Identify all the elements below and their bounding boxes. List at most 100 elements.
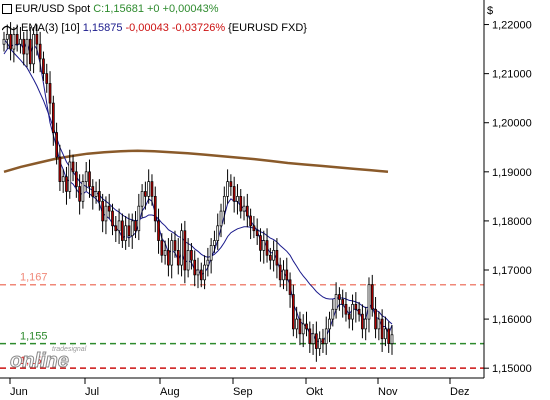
legend-indicator: EMA(3) [10] [21,22,80,34]
candle-body [351,304,354,320]
candle-body [387,328,391,344]
x-tick-label: Jun [10,386,28,398]
candle-body [61,176,65,182]
candle-body [209,245,213,261]
candle-body [176,250,180,266]
candle-body [252,225,256,232]
candle-body [295,318,298,330]
candle-body [157,220,160,241]
candle-body [74,171,78,187]
candle-body [68,161,72,192]
candle-body [111,210,114,227]
candle-body [278,264,282,281]
candle-body [292,294,295,330]
candle-body [285,269,289,281]
horizontal-levels: 1,167 1,155 1,15 [0,272,484,369]
candle-body [344,304,348,315]
candle-body [334,294,338,310]
x-tick-label: Dez [450,386,470,398]
x-tick-label: Aug [160,386,180,398]
candle-body [364,318,368,330]
candle-body [377,318,381,330]
level-label: 1,15 [20,355,41,367]
candle-body [236,196,239,202]
candle-body [196,269,200,276]
y-tick-label: 1,17000 [492,265,532,277]
candle-body [163,250,167,256]
candle-body [88,171,91,187]
plot-area [0,0,484,378]
legend-indicator-change-pct: -0,03726% [171,22,226,34]
ema-wave-icon [2,25,18,31]
candle-body [245,205,249,217]
level-label: 1,167 [20,272,48,284]
candle-body [55,132,58,158]
candle-body [186,250,190,271]
candle-body [65,176,68,192]
candle-body [229,181,233,187]
candle-body [134,220,137,232]
candle-body [167,250,170,266]
candle-body [357,308,361,315]
x-tick-label: Nov [378,386,398,398]
candle-body [298,318,302,335]
y-tick-label: 1,22000 [492,20,532,32]
candle-body [216,225,220,241]
candle-body [262,240,266,251]
x-tick-label: Okt [306,386,323,398]
candle-body [367,284,371,320]
candle-body [232,186,236,202]
candle-body [311,333,315,344]
candle-body [130,220,134,236]
legend-symbol-square [2,4,12,14]
candle-body [81,181,85,202]
candle-body [101,200,104,222]
y-axis-currency: $ [487,5,493,17]
candle-body [19,38,22,45]
candle-body [15,34,19,45]
candle-body [121,220,124,241]
candle-body [239,196,243,212]
legend-line-1: EUR/USD Spot C:1,15681 +0 +0,00043% [2,3,218,15]
candle-body [199,269,203,281]
tradesignal-online-logo: tradesignal online [10,346,87,369]
logo-text-top: tradesignal [52,346,87,353]
candle-body [144,191,147,197]
candle-body [71,161,75,173]
candle-body [170,240,174,266]
candle-body [213,240,216,246]
y-tick-label: 1,16000 [492,314,532,326]
candle-body [259,235,262,251]
candle-body [354,304,358,310]
candles [2,22,394,362]
y-tick-label: 1,15000 [492,363,532,375]
candle-body [324,328,328,344]
legend-change-pct: +0,00043% [162,3,219,15]
legend-line-2: EMA(3) [10] 1,15875 -0,00043 -0,03726% {… [2,22,307,34]
candle-body [255,230,259,236]
candle-body [104,205,108,222]
candle-body [35,34,39,45]
legend-symbol: EUR/USD Spot [15,3,91,15]
candle-body [308,328,312,344]
candle-body [147,181,151,197]
candle-body [384,328,387,340]
candle-body [219,210,223,227]
legend-instrument: {EURUSD FXD} [228,22,307,34]
candle-body [328,318,331,330]
legend-indicator-value: 1,15875 [82,22,123,34]
candle-body [183,230,187,271]
x-axis: Jun Jul Aug Sep Okt Nov Dez [9,378,470,398]
candle-body [315,333,318,349]
candle-body [12,34,16,50]
candle-body [28,38,32,65]
candle-body [272,250,275,261]
candle-body [51,102,55,133]
candle-body [45,73,49,84]
candle-body [124,225,128,241]
candle-body [78,186,81,202]
logo-text-bottom: online [10,350,69,369]
y-tick-label: 1,18000 [492,216,532,228]
candle-body [137,205,141,232]
